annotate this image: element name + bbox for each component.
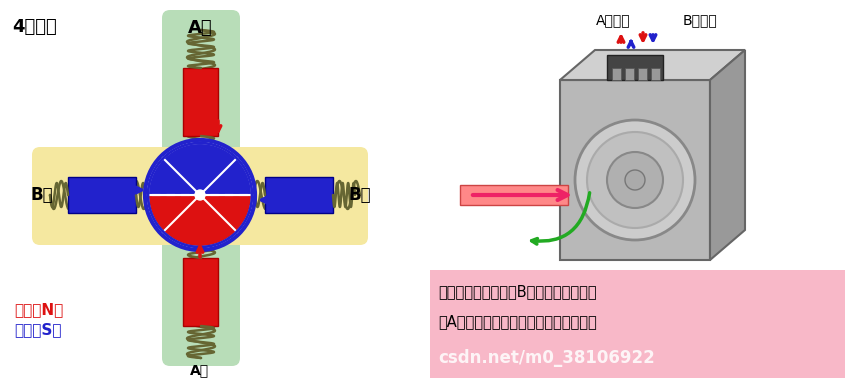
Bar <box>183 258 218 326</box>
Text: csdn.net/m0_38106922: csdn.net/m0_38106922 <box>438 349 655 367</box>
Text: 引A相磁极的定子。这就产生了另一个步: 引A相磁极的定子。这就产生了另一个步 <box>438 314 597 329</box>
Polygon shape <box>710 50 745 260</box>
Wedge shape <box>148 143 252 195</box>
Circle shape <box>587 132 683 228</box>
Circle shape <box>625 170 645 190</box>
Text: 另外，电机转子排斥B相磁极的定子，吸: 另外，电机转子排斥B相磁极的定子，吸 <box>438 285 597 300</box>
Text: A相: A相 <box>187 19 212 37</box>
Bar <box>460 185 568 205</box>
Bar <box>68 177 136 213</box>
Text: A相: A相 <box>191 363 209 377</box>
Circle shape <box>607 152 663 208</box>
Polygon shape <box>560 50 745 80</box>
Text: 4极电机: 4极电机 <box>12 18 57 36</box>
FancyBboxPatch shape <box>162 10 240 366</box>
Text: B相输入: B相输入 <box>683 13 717 27</box>
Bar <box>430 270 845 378</box>
Bar <box>625 68 634 80</box>
Bar <box>607 55 663 80</box>
FancyBboxPatch shape <box>32 147 368 245</box>
Text: 红色：N极: 红色：N极 <box>14 303 64 318</box>
Text: 蓝色：S极: 蓝色：S极 <box>14 322 62 337</box>
Text: A相输入: A相输入 <box>595 13 630 27</box>
Text: B相: B相 <box>31 186 53 204</box>
Circle shape <box>195 190 205 200</box>
Bar <box>651 68 660 80</box>
Bar <box>265 177 333 213</box>
Circle shape <box>145 140 255 250</box>
Text: B相: B相 <box>349 186 371 204</box>
Bar <box>638 68 647 80</box>
Bar <box>560 80 710 260</box>
Circle shape <box>575 120 695 240</box>
Bar <box>612 68 621 80</box>
Bar <box>183 68 218 136</box>
Wedge shape <box>148 195 252 247</box>
